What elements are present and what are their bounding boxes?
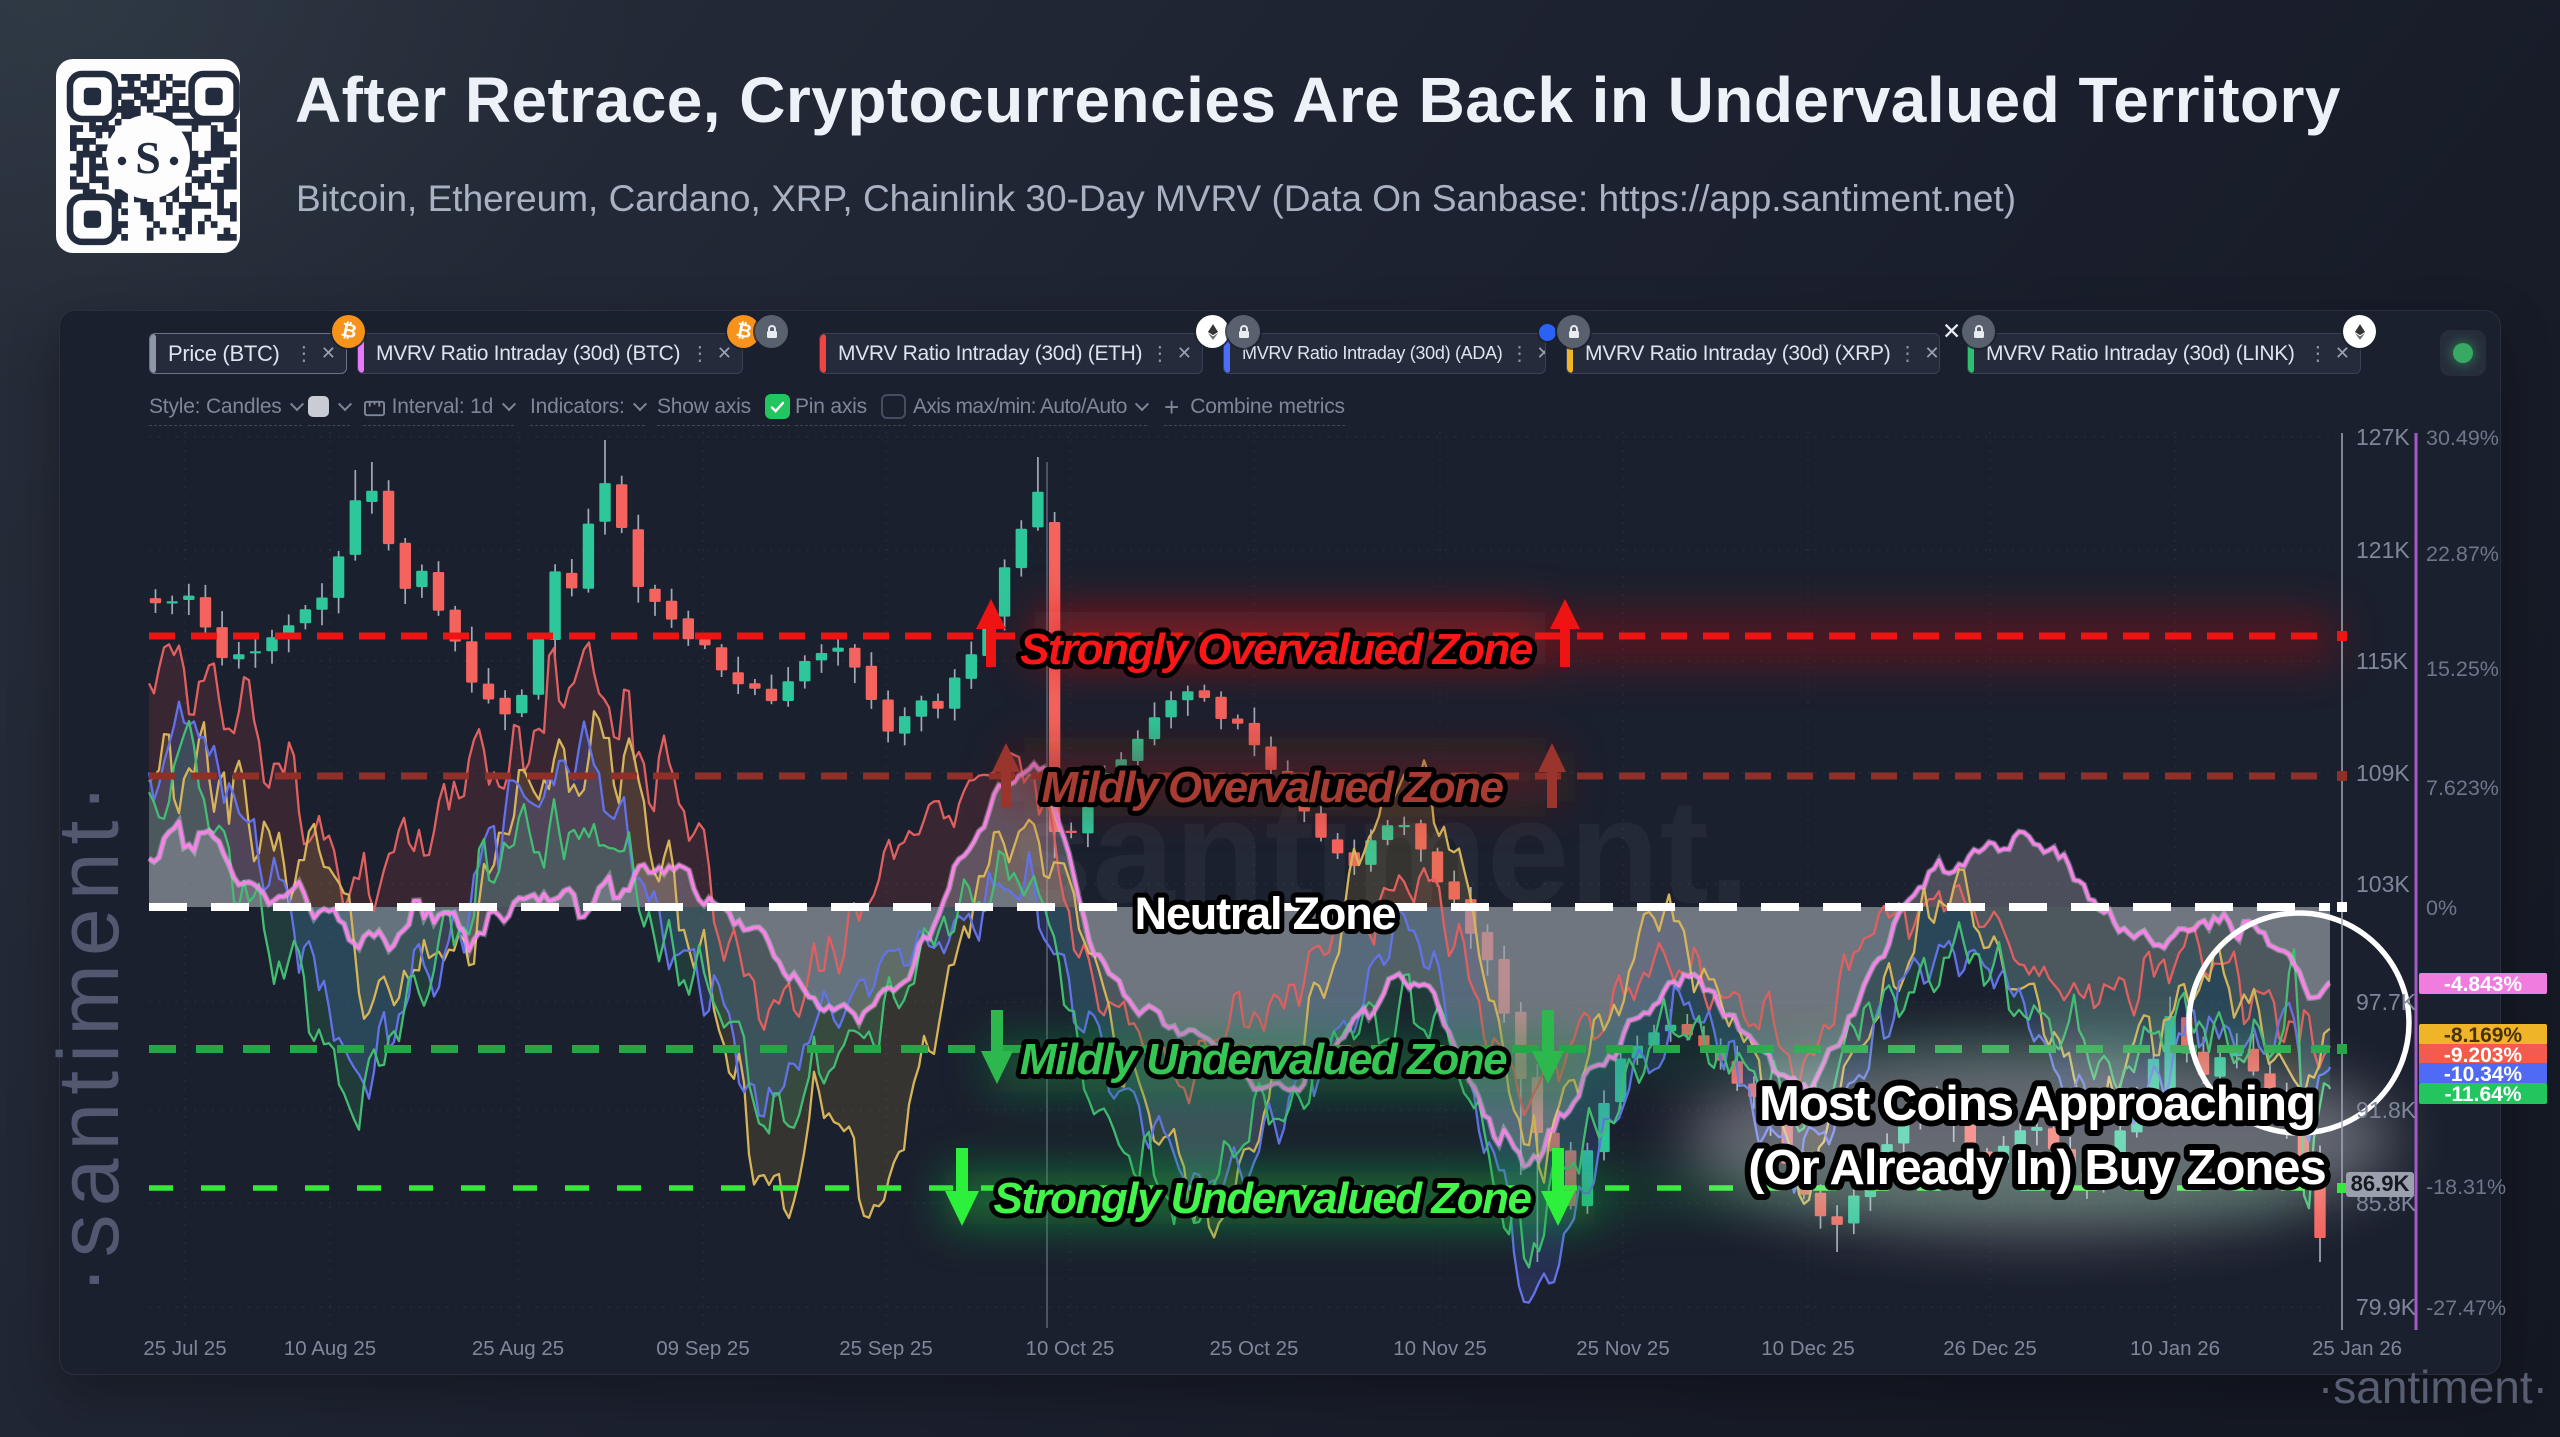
- svg-text:Strongly Overvalued Zone: Strongly Overvalued Zone: [1020, 625, 1533, 674]
- svg-text:Neutral Zone: Neutral Zone: [1135, 888, 1396, 939]
- svg-text:109K: 109K: [2356, 760, 2410, 786]
- svg-text:Mildly Overvalued Zone: Mildly Overvalued Zone: [1042, 763, 1504, 812]
- svg-text:-10.34%: -10.34%: [2444, 1063, 2523, 1086]
- svg-text:Mildly Undervalued Zone: Mildly Undervalued Zone: [1020, 1035, 1507, 1084]
- svg-text:-8.169%: -8.169%: [2444, 1024, 2523, 1047]
- svg-text:25 Oct 25: 25 Oct 25: [1210, 1337, 1299, 1360]
- svg-text:86.9K: 86.9K: [2351, 1171, 2410, 1196]
- svg-text:Strongly Undervalued Zone: Strongly Undervalued Zone: [993, 1174, 1531, 1223]
- svg-text:-9.203%: -9.203%: [2444, 1044, 2523, 1067]
- svg-text:·santiment·: ·santiment·: [41, 776, 137, 1294]
- svg-text:25 Jul 25: 25 Jul 25: [143, 1337, 226, 1360]
- svg-text:10 Jan 26: 10 Jan 26: [2130, 1337, 2220, 1360]
- svg-text:-18.31%: -18.31%: [2426, 1175, 2506, 1199]
- svg-text:25 Sep 25: 25 Sep 25: [839, 1337, 932, 1360]
- svg-text:127K: 127K: [2356, 424, 2410, 450]
- svg-text:103K: 103K: [2356, 871, 2410, 897]
- svg-text:7.623%: 7.623%: [2426, 776, 2499, 800]
- svg-text:97.7K: 97.7K: [2356, 989, 2417, 1015]
- svg-text:25 Jan 26: 25 Jan 26: [2312, 1337, 2402, 1360]
- svg-text:(Or Already In) Buy Zones: (Or Already In) Buy Zones: [1748, 1141, 2326, 1195]
- svg-text:91.8K: 91.8K: [2356, 1097, 2417, 1123]
- svg-text:10 Nov 25: 10 Nov 25: [1393, 1337, 1486, 1360]
- svg-text:09 Sep 25: 09 Sep 25: [656, 1337, 749, 1360]
- svg-text:15.25%: 15.25%: [2426, 657, 2499, 681]
- svg-text:10 Oct 25: 10 Oct 25: [1026, 1337, 1115, 1360]
- svg-text:22.87%: 22.87%: [2426, 542, 2499, 566]
- svg-text:25 Nov 25: 25 Nov 25: [1576, 1337, 1669, 1360]
- svg-text:-27.47%: -27.47%: [2426, 1296, 2506, 1320]
- svg-text:26 Dec 25: 26 Dec 25: [1943, 1337, 2036, 1360]
- svg-text:121K: 121K: [2356, 537, 2410, 563]
- svg-text:25 Aug 25: 25 Aug 25: [472, 1337, 564, 1360]
- svg-text:30.49%: 30.49%: [2426, 426, 2499, 450]
- svg-text:Most Coins Approaching: Most Coins Approaching: [1759, 1077, 2315, 1131]
- svg-text:115K: 115K: [2356, 648, 2409, 674]
- svg-text:S: S: [135, 132, 161, 183]
- svg-text:79.9K: 79.9K: [2356, 1294, 2417, 1320]
- svg-text:-4.843%: -4.843%: [2444, 973, 2523, 996]
- svg-text:-11.64%: -11.64%: [2444, 1083, 2521, 1106]
- svg-text:0%: 0%: [2426, 896, 2457, 920]
- svg-text:10 Aug 25: 10 Aug 25: [284, 1337, 376, 1360]
- svg-text:·santiment·: ·santiment·: [2318, 1361, 2548, 1413]
- svg-text:10 Dec 25: 10 Dec 25: [1761, 1337, 1854, 1360]
